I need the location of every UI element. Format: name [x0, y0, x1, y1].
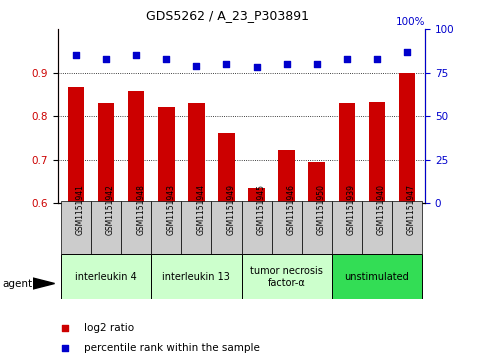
Bar [332, 254, 422, 299]
Text: log2 ratio: log2 ratio [84, 323, 134, 333]
Point [162, 56, 170, 62]
Text: GSM1151948: GSM1151948 [136, 184, 145, 235]
Bar [128, 91, 144, 203]
Bar [212, 201, 242, 254]
Bar [278, 150, 295, 203]
Bar [242, 254, 332, 299]
Bar [302, 201, 332, 254]
Polygon shape [33, 278, 55, 289]
Point [304, 50, 312, 56]
Bar [61, 201, 91, 254]
Text: agent: agent [2, 279, 32, 289]
Bar [151, 201, 181, 254]
Bar [151, 254, 242, 299]
Text: unstimulated: unstimulated [344, 272, 409, 282]
Text: percentile rank within the sample: percentile rank within the sample [84, 343, 259, 354]
Bar [369, 102, 385, 203]
Bar [309, 162, 325, 203]
Point [403, 49, 411, 54]
Text: GDS5262 / A_23_P303891: GDS5262 / A_23_P303891 [145, 9, 309, 22]
Text: GSM1151949: GSM1151949 [227, 184, 235, 235]
Bar [61, 254, 151, 299]
Bar [392, 201, 422, 254]
Text: GSM1151940: GSM1151940 [377, 184, 386, 235]
Point [102, 56, 110, 62]
Bar [248, 188, 265, 203]
Bar [188, 103, 205, 203]
Bar [158, 107, 174, 203]
Point [313, 61, 321, 67]
Bar [218, 133, 235, 203]
Text: 100%: 100% [396, 17, 425, 27]
Bar [121, 201, 151, 254]
Text: GSM1151945: GSM1151945 [256, 184, 266, 235]
Point [132, 52, 140, 58]
Point [343, 56, 351, 62]
Bar [271, 201, 302, 254]
Bar [91, 201, 121, 254]
Bar [181, 201, 212, 254]
Text: GSM1151943: GSM1151943 [166, 184, 175, 235]
Text: GSM1151944: GSM1151944 [197, 184, 205, 235]
Text: GSM1151947: GSM1151947 [407, 184, 416, 235]
Point [253, 65, 260, 70]
Point [72, 52, 80, 58]
Text: GSM1151939: GSM1151939 [347, 184, 356, 235]
Point [283, 61, 290, 67]
Bar [339, 103, 355, 203]
Text: GSM1151941: GSM1151941 [76, 184, 85, 235]
Text: interleukin 13: interleukin 13 [162, 272, 230, 282]
Bar [68, 86, 85, 203]
Bar [332, 201, 362, 254]
Bar [362, 201, 392, 254]
Point [223, 61, 230, 67]
Point [373, 56, 381, 62]
Point [193, 63, 200, 69]
Text: GSM1151946: GSM1151946 [286, 184, 296, 235]
Text: interleukin 4: interleukin 4 [75, 272, 137, 282]
Bar [242, 201, 271, 254]
Bar [98, 103, 114, 203]
Text: GSM1151950: GSM1151950 [317, 184, 326, 235]
Text: tumor necrosis
factor-α: tumor necrosis factor-α [250, 266, 323, 287]
Point [304, 236, 312, 241]
Text: GSM1151942: GSM1151942 [106, 184, 115, 235]
Bar [398, 73, 415, 203]
